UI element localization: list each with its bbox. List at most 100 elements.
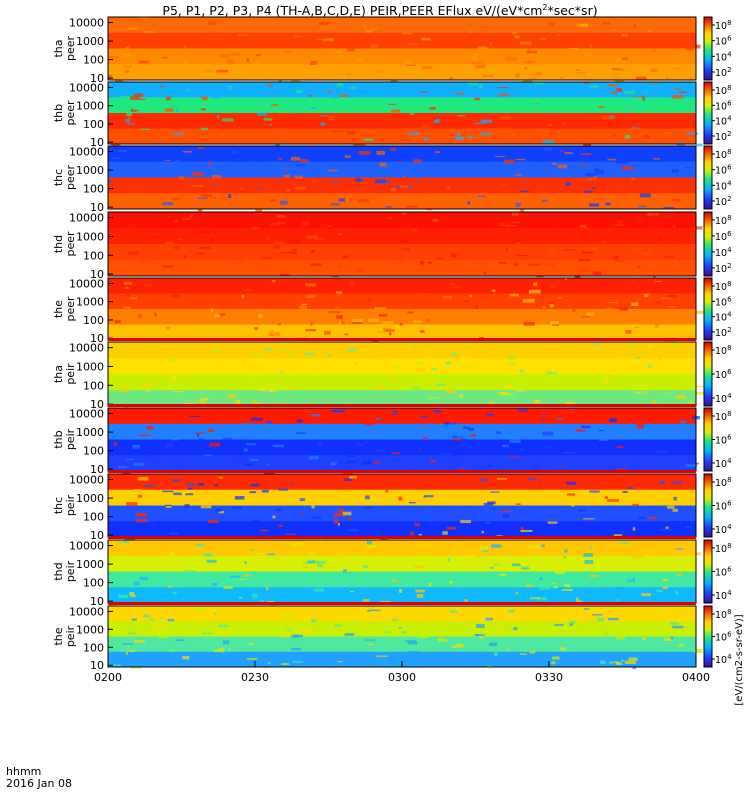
colorbar [703,539,713,604]
spectrogram-band [108,113,696,129]
spectrogram-band [108,555,696,572]
colorbar-tick-label: 108 [715,84,732,97]
panel-species-label: peer [64,231,77,257]
y-tick-label: 1000 [76,100,104,113]
spectrogram-band [108,32,696,49]
y-tick-label: 10 [90,398,104,411]
colorbar-tick-label: 108 [715,476,732,489]
panel-thb-peer: 10000 1000 100 10 thb peer 108 106 104 102 [52,81,732,149]
y-tick-label: 10 [90,595,104,608]
spectrogram-band [108,161,696,178]
spectrogram-band [108,212,696,229]
panel-frame [107,211,697,277]
y-tick-label: 100 [83,445,104,458]
y-tick-label: 100 [83,641,104,654]
panel-probe-label: thc [52,497,65,514]
spectrogram-texture [108,17,701,83]
panel-separator-stripe [108,404,696,407]
colorbar-units-label: [eV/(cm2-s-sr-eV)] [734,614,745,705]
colorbar [703,341,713,407]
colorbar-tick-label: 102 [715,326,732,339]
spectrogram-texture [109,606,703,670]
spectrogram-texture [114,278,704,343]
x-tick-label: 0230 [241,671,269,684]
colorbar [703,211,713,277]
panel-probe-label: thc [52,169,65,186]
spectrogram-band [108,571,696,588]
y-tick-label: 1000 [76,426,104,439]
y-tick-label: 1000 [76,558,104,571]
colorbar-tick-label: 108 [715,19,732,32]
y-tick-label: 10 [90,659,104,672]
colorbar-tick-label: 106 [715,566,732,579]
panel-species-label: peir [64,428,77,450]
colorbar-tick-label: 104 [715,246,732,259]
panel-probe-label: thb [52,104,65,122]
figure-title: P5, P1, P2, P3, P4 (TH-A,B,C,D,E) PEIR,P… [162,3,597,18]
spectrogram-band [108,193,696,210]
date-label: 2016 Jan 08 [6,777,72,790]
colorbar-tick-label: 104 [715,653,732,666]
panel-probe-label: thd [52,562,65,580]
y-tick-label: 10000 [69,17,104,30]
y-tick-label: 10000 [69,605,104,618]
colorbar-tick-label: 106 [715,631,732,644]
spectrogram-band [108,82,696,98]
colorbar-tick-label: 106 [715,368,732,381]
y-tick-label: 1000 [76,296,104,309]
y-tick-label: 100 [83,118,104,131]
colorbar-tick-label: 104 [715,179,732,192]
spectrogram-band [108,374,696,391]
colorbar-tick-label: 104 [715,115,732,128]
panel-species-label: peer [64,165,77,191]
colorbar-tick-label: 108 [715,344,732,357]
y-tick-label: 10 [90,201,104,214]
colorbar [703,81,713,145]
panel-thd-peir: 10000 1000 100 10 thd peir 108 106 104 [52,536,732,608]
spectrogram-band [108,293,696,310]
y-tick-label: 10000 [69,342,104,355]
y-tick-label: 100 [83,511,104,524]
y-tick-label: 10000 [69,146,104,159]
y-tick-label: 100 [83,379,104,392]
colorbar-tick-label: 108 [715,410,732,423]
panel-species-label: peir [64,363,77,385]
panel-probe-label: tha [52,39,65,57]
spectrogram-texture [108,147,693,212]
panel-tha-peer: 10000 1000 100 10 tha peer 108 106 104 102 [52,16,732,85]
colorbar-tick-label: 106 [715,295,732,308]
colorbar-tick-label: 108 [715,148,732,161]
y-tick-label: 1000 [76,35,104,48]
y-tick-label: 10000 [69,408,104,421]
y-tick-label: 10 [90,529,104,542]
spectrogram-band [108,505,696,522]
panel-thc-peer: 10000 1000 100 10 thc peer 108 106 104 102 [52,145,732,214]
y-tick-label: 10000 [69,81,104,94]
spectrogram-band [108,342,696,359]
panel-species-label: peer [64,36,77,62]
spectrogram-band [108,540,696,557]
panel-frame [107,81,697,145]
spectrogram-band [108,48,696,65]
panel-frame [107,145,697,210]
spectrogram-band [108,244,696,261]
panel-the-peir: 10000 1000 100 10 the peir 108 106 104 [52,602,732,672]
y-tick-label: 10 [90,332,104,345]
panel-thb-peir: 10000 1000 100 10 thb peir 108 106 104 [52,404,732,476]
panel-probe-label: thb [52,430,65,448]
panel-species-label: peir [64,560,77,582]
panel-probe-label: the [52,627,65,645]
colorbar-tick-label: 106 [715,99,732,112]
spectrogram-band [108,64,696,81]
colorbar-tick-label: 102 [715,195,732,208]
colorbar-tick-label: 106 [715,164,732,177]
spectrogram-band [108,423,696,440]
panel-the-peer: 10000 1000 100 10 the peer 108 106 104 102 [52,277,732,345]
spectrogram-band [108,455,696,472]
panel-species-label: peir [64,625,77,647]
time-format-label: hhmm [6,765,41,778]
spectrogram-band [108,278,696,294]
colorbar-tick-label: 102 [715,66,732,79]
spectrogram-band [108,587,696,604]
